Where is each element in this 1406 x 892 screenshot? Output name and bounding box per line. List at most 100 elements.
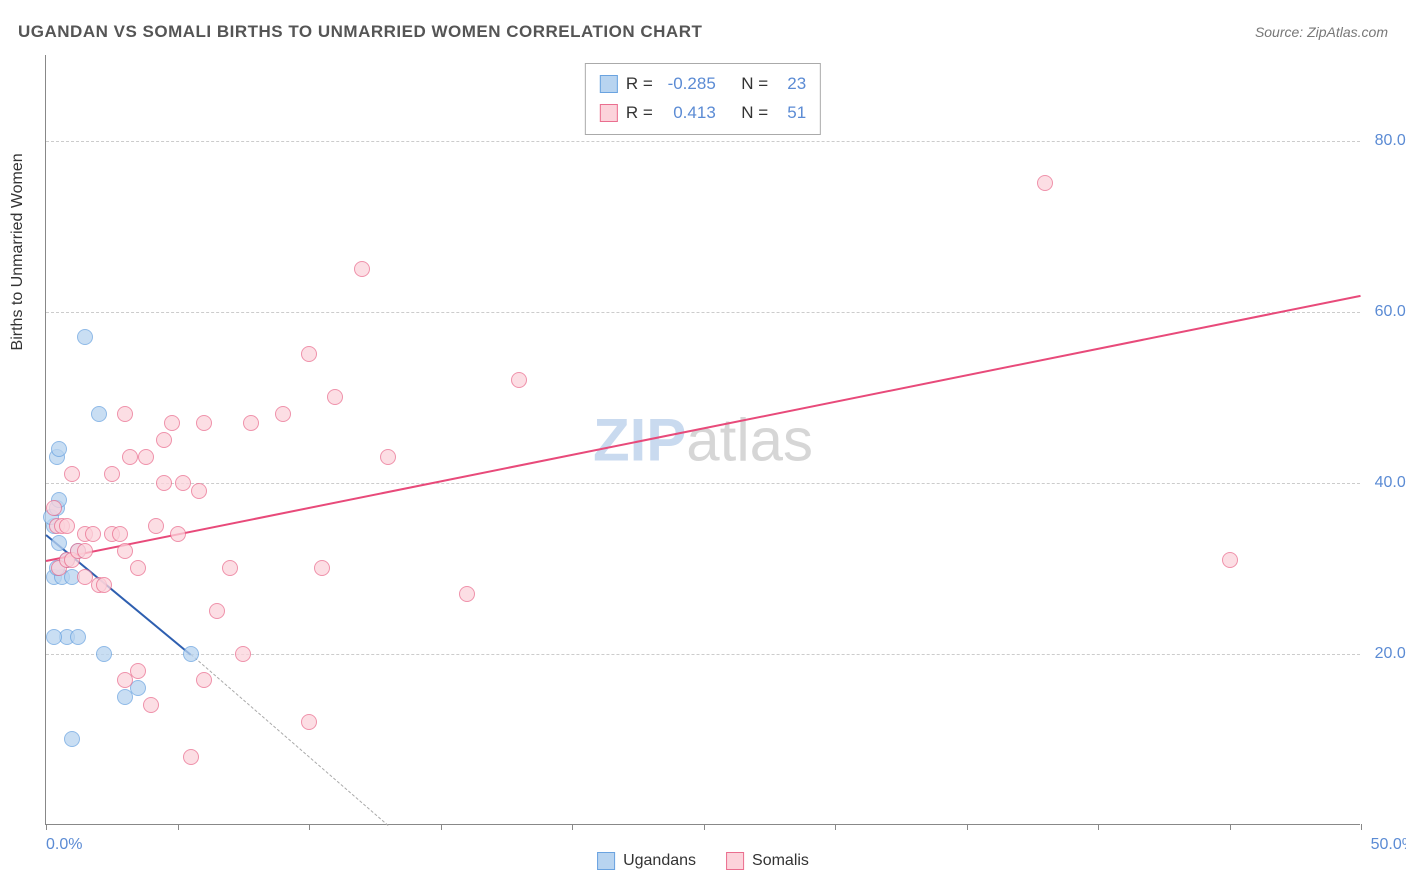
r-value-ugandans: -0.285	[661, 70, 716, 99]
scatter-point	[143, 697, 159, 713]
r-label: R =	[626, 70, 653, 99]
scatter-point	[156, 432, 172, 448]
scatter-point	[301, 714, 317, 730]
scatter-point	[77, 543, 93, 559]
legend-row-somalis: R = 0.413 N = 51	[600, 99, 806, 128]
scatter-point	[235, 646, 251, 662]
scatter-point	[51, 441, 67, 457]
scatter-point	[301, 346, 317, 362]
scatter-point	[46, 629, 62, 645]
scatter-point	[122, 449, 138, 465]
scatter-point	[138, 449, 154, 465]
scatter-point	[222, 560, 238, 576]
x-tick	[967, 824, 968, 830]
legend-row-ugandans: R = -0.285 N = 23	[600, 70, 806, 99]
scatter-point	[191, 483, 207, 499]
scatter-point	[275, 406, 291, 422]
scatter-point	[91, 406, 107, 422]
y-tick-label: 40.0%	[1375, 474, 1406, 492]
scatter-point	[314, 560, 330, 576]
n-value-somalis: 51	[776, 99, 806, 128]
x-tick	[835, 824, 836, 830]
scatter-point	[130, 663, 146, 679]
scatter-point	[85, 526, 101, 542]
x-tick	[1230, 824, 1231, 830]
source-attribution: Source: ZipAtlas.com	[1255, 24, 1388, 40]
x-tick	[46, 824, 47, 830]
legend-item-somalis: Somalis	[726, 852, 809, 870]
scatter-point	[64, 731, 80, 747]
scatter-point	[70, 629, 86, 645]
source-name: ZipAtlas.com	[1307, 24, 1388, 40]
r-label: R =	[626, 99, 653, 128]
chart-plot-area: ZIPatlas R = -0.285 N = 23 R = 0.413 N =…	[45, 55, 1360, 825]
r-value-somalis: 0.413	[661, 99, 716, 128]
chart-header: UGANDAN VS SOMALI BIRTHS TO UNMARRIED WO…	[18, 22, 1388, 42]
legend-item-ugandans: Ugandans	[597, 852, 696, 870]
gridline-h	[46, 483, 1360, 484]
gridline-h	[46, 312, 1360, 313]
scatter-point	[117, 689, 133, 705]
scatter-point	[183, 749, 199, 765]
x-tick-label: 50.0%	[1371, 836, 1406, 854]
scatter-point	[175, 475, 191, 491]
y-tick-label: 60.0%	[1375, 303, 1406, 321]
watermark: ZIPatlas	[593, 405, 813, 474]
scatter-point	[1037, 175, 1053, 191]
source-label: Source:	[1255, 24, 1303, 40]
scatter-point	[459, 586, 475, 602]
scatter-point	[77, 329, 93, 345]
legend-swatch-ugandans	[600, 75, 618, 93]
series-legend: Ugandans Somalis	[597, 852, 809, 870]
n-value-ugandans: 23	[776, 70, 806, 99]
n-label: N =	[741, 99, 768, 128]
scatter-point	[64, 466, 80, 482]
scatter-point	[130, 560, 146, 576]
chart-title: UGANDAN VS SOMALI BIRTHS TO UNMARRIED WO…	[18, 22, 702, 42]
scatter-point	[327, 389, 343, 405]
scatter-point	[243, 415, 259, 431]
legend-swatch-somalis	[726, 852, 744, 870]
scatter-point	[380, 449, 396, 465]
x-tick	[704, 824, 705, 830]
scatter-point	[51, 535, 67, 551]
legend-swatch-somalis	[600, 104, 618, 122]
scatter-point	[59, 518, 75, 534]
x-tick	[572, 824, 573, 830]
trend-line	[190, 654, 388, 826]
n-label: N =	[741, 70, 768, 99]
scatter-point	[156, 475, 172, 491]
y-tick-label: 80.0%	[1375, 132, 1406, 150]
scatter-point	[46, 500, 62, 516]
legend-label-somalis: Somalis	[752, 852, 809, 870]
scatter-point	[354, 261, 370, 277]
scatter-point	[96, 577, 112, 593]
scatter-point	[164, 415, 180, 431]
legend-swatch-ugandans	[597, 852, 615, 870]
scatter-point	[112, 526, 128, 542]
scatter-point	[1222, 552, 1238, 568]
scatter-point	[511, 372, 527, 388]
scatter-point	[196, 672, 212, 688]
trend-line	[46, 295, 1361, 562]
correlation-legend: R = -0.285 N = 23 R = 0.413 N = 51	[585, 63, 821, 135]
scatter-point	[117, 406, 133, 422]
x-tick-label: 0.0%	[46, 836, 82, 854]
x-tick	[1361, 824, 1362, 830]
x-tick	[309, 824, 310, 830]
scatter-point	[117, 543, 133, 559]
scatter-point	[170, 526, 186, 542]
x-tick	[178, 824, 179, 830]
y-axis-label: Births to Unmarried Women	[9, 153, 27, 350]
scatter-point	[104, 466, 120, 482]
x-tick	[1098, 824, 1099, 830]
y-tick-label: 20.0%	[1375, 645, 1406, 663]
scatter-point	[96, 646, 112, 662]
scatter-point	[209, 603, 225, 619]
legend-label-ugandans: Ugandans	[623, 852, 696, 870]
x-tick	[441, 824, 442, 830]
scatter-point	[196, 415, 212, 431]
watermark-part-b: atlas	[686, 406, 813, 473]
scatter-point	[148, 518, 164, 534]
scatter-point	[183, 646, 199, 662]
